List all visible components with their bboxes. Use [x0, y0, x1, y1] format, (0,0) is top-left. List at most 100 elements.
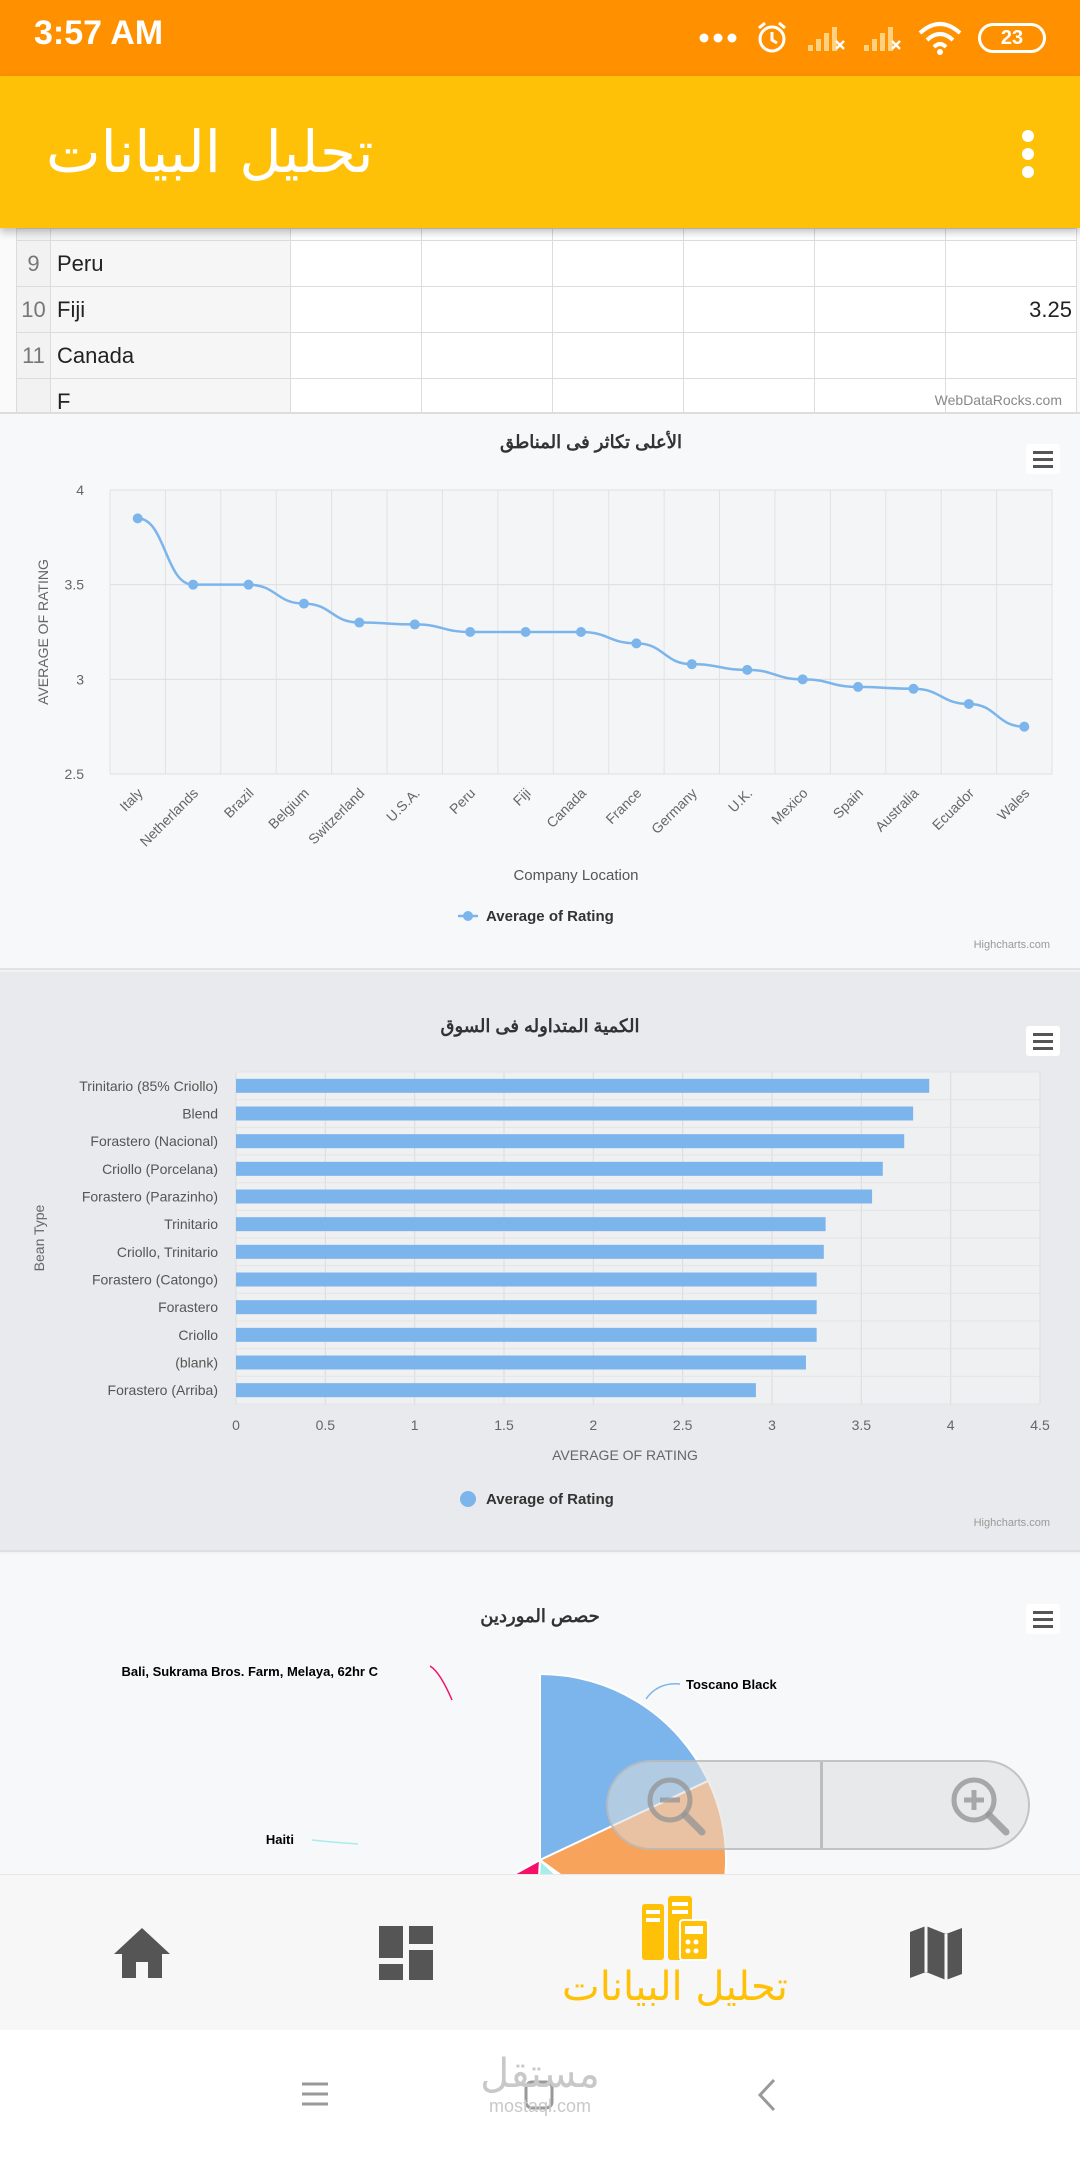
chart-menu-icon[interactable] [1026, 444, 1060, 474]
data-point [132, 513, 143, 524]
data-point [797, 674, 808, 685]
y-tick-label: Criollo [178, 1327, 218, 1343]
bar [236, 1300, 817, 1315]
x-tick-label: Fiji [510, 785, 534, 809]
analytics-icon [642, 1896, 709, 1961]
table-row[interactable]: F [16, 378, 1077, 412]
home-button-icon[interactable] [524, 2080, 554, 2110]
bar [236, 1355, 806, 1370]
row-number: 11 [16, 332, 51, 379]
y-tick-label: Criollo (Porcelana) [102, 1161, 218, 1177]
chart-title: حصص الموردين [480, 1606, 599, 1627]
zoom-out-icon[interactable] [644, 1774, 706, 1836]
bar [236, 1078, 930, 1093]
nav-dashboard[interactable] [356, 1875, 456, 2031]
y-axis-label: Bean Type [31, 1204, 47, 1271]
data-point [465, 627, 476, 637]
nav-analytics[interactable]: تحليل البيانات [540, 1875, 810, 2031]
x-tick-label: 3.5 [852, 1417, 872, 1433]
label-connector [645, 1683, 681, 1700]
bar [236, 1189, 873, 1204]
chart-menu-icon[interactable] [1026, 1604, 1060, 1634]
legend-label: Average of Rating [486, 1491, 614, 1508]
x-tick-label: France [602, 785, 644, 827]
back-icon[interactable] [756, 2078, 778, 2112]
pie-slice [538, 1857, 557, 1874]
overflow-menu-icon[interactable] [1016, 130, 1040, 178]
pie-slice [512, 1858, 542, 1874]
data-point [686, 659, 697, 670]
bar-chart-panel: 0 0.5 1 1.5 2 2.5 3 3.5 4 4.5 Trinitario (85% Crio… [0, 972, 1080, 1552]
data-point [576, 627, 586, 637]
x-tick-label: Belgium [265, 785, 312, 832]
data-point [1019, 721, 1030, 732]
y-tick-label: Forastero [158, 1299, 218, 1315]
pivot-table: 9 Peru 10 Fiji 3.25 11 Canada F [16, 228, 1077, 412]
row-number: 10 [16, 286, 51, 333]
zoom-in-icon[interactable] [948, 1774, 1010, 1836]
nav-map[interactable] [886, 1875, 986, 2031]
x-tick-label: 3 [768, 1417, 776, 1433]
home-icon [114, 1928, 170, 1978]
x-tick-label: Netherlands [137, 785, 202, 850]
x-tick-label: Mexico [768, 785, 811, 828]
zoom-divider [820, 1762, 823, 1848]
row-label: Canada [50, 332, 291, 379]
alarm-icon [758, 21, 786, 53]
grid-credit[interactable]: WebDataRocks.com [934, 392, 1062, 408]
chart-menu-icon[interactable] [1026, 1026, 1060, 1056]
signal-off-icon [808, 27, 845, 51]
bar [236, 1244, 824, 1259]
chart-title: الكمية المتداوله فى السوق [441, 1016, 640, 1037]
x-tick-label: 0 [232, 1417, 240, 1433]
label-connector [429, 1665, 453, 1701]
bar [236, 1327, 817, 1342]
data-point [742, 664, 753, 675]
data-point [631, 638, 642, 649]
bar [236, 1383, 756, 1398]
recents-icon[interactable] [300, 2082, 330, 2106]
bar [236, 1161, 883, 1176]
y-tick-label: Blend [182, 1106, 218, 1122]
nav-analytics-label: تحليل البيانات [562, 1964, 788, 2010]
nav-home[interactable] [92, 1875, 192, 2031]
signal-off-icon [864, 27, 901, 51]
data-point [188, 579, 199, 590]
x-tick-label: Spain [830, 785, 867, 822]
table-row[interactable]: 11 Canada [16, 332, 1077, 379]
slice-label: Bali, Sukrama Bros. Farm, Melaya, 62hr C [122, 1664, 379, 1679]
data-point [298, 598, 309, 609]
table-row[interactable]: 9 Peru [16, 240, 1077, 287]
bar [236, 1217, 826, 1232]
app-bar: تحليل البيانات [0, 76, 1080, 228]
x-tick-label: 0.5 [316, 1417, 336, 1433]
x-tick-label: Canada [543, 785, 589, 831]
x-tick-label: Peru [446, 785, 478, 817]
watermark: مستقل mostaql.com [470, 2052, 610, 2117]
row-label: F [50, 378, 291, 412]
y-tick-label: 3.5 [65, 577, 85, 593]
x-tick-label: Brazil [221, 785, 257, 821]
table-cell [945, 332, 1077, 379]
status-icons: 23 [698, 16, 1046, 60]
data-point [243, 579, 254, 590]
x-tick-label: U.K. [725, 785, 756, 816]
data-point [409, 619, 420, 630]
y-tick-label: 3 [76, 671, 84, 687]
y-tick-label: Trinitario [164, 1216, 218, 1232]
data-point [963, 698, 974, 709]
more-dots-icon [699, 33, 737, 43]
bar [236, 1106, 914, 1121]
legend-marker [460, 1491, 476, 1507]
y-tick-label: Criollo, Trinitario [117, 1244, 218, 1260]
zoom-control [606, 1760, 1030, 1850]
x-tick-label: 2 [589, 1417, 597, 1433]
x-tick-label: Italy [116, 785, 145, 814]
table-row[interactable]: 10 Fiji 3.25 [16, 286, 1077, 333]
x-tick-label: Ecuador [929, 785, 977, 833]
x-tick-label: 2.5 [673, 1417, 693, 1433]
status-bar: 3:57 AM 23 [0, 0, 1080, 76]
y-tick-label: (blank) [175, 1355, 218, 1371]
label-connector [311, 1839, 359, 1845]
